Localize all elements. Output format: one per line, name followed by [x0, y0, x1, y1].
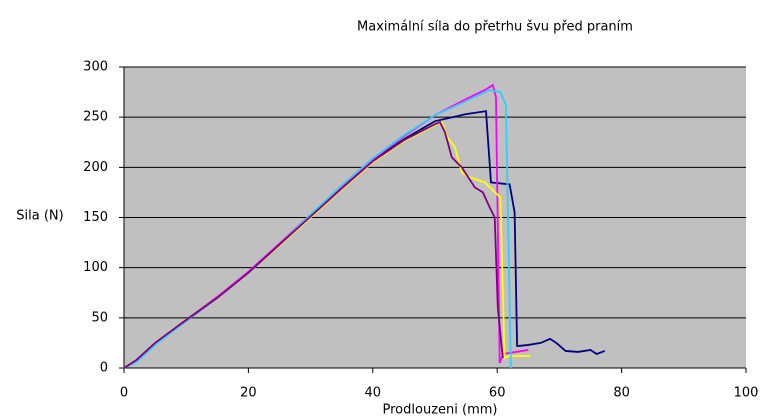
y-axis-label: Sila (N) — [16, 209, 63, 224]
x-tick-label: 100 — [734, 386, 759, 401]
x-tick-label: 40 — [365, 386, 382, 401]
x-tick-label: 20 — [240, 386, 257, 401]
y-tick-label: 250 — [83, 110, 108, 125]
x-axis-label: Prodlouzeni (mm) — [383, 403, 498, 418]
x-tick-label: 80 — [613, 386, 630, 401]
chart-title: Maximální síla do přetrhu švu před praní… — [357, 20, 633, 35]
x-tick-label: 60 — [489, 386, 506, 401]
x-tick-label: 0 — [120, 386, 128, 401]
y-tick-label: 100 — [83, 260, 108, 275]
y-tick-label: 0 — [100, 361, 108, 376]
series-line — [123, 121, 504, 369]
y-tick-label: 200 — [83, 160, 108, 175]
y-tick-label: 50 — [91, 310, 108, 325]
y-tick-label: 300 — [83, 60, 108, 75]
series-line — [123, 89, 512, 369]
y-tick-label: 150 — [83, 210, 108, 225]
